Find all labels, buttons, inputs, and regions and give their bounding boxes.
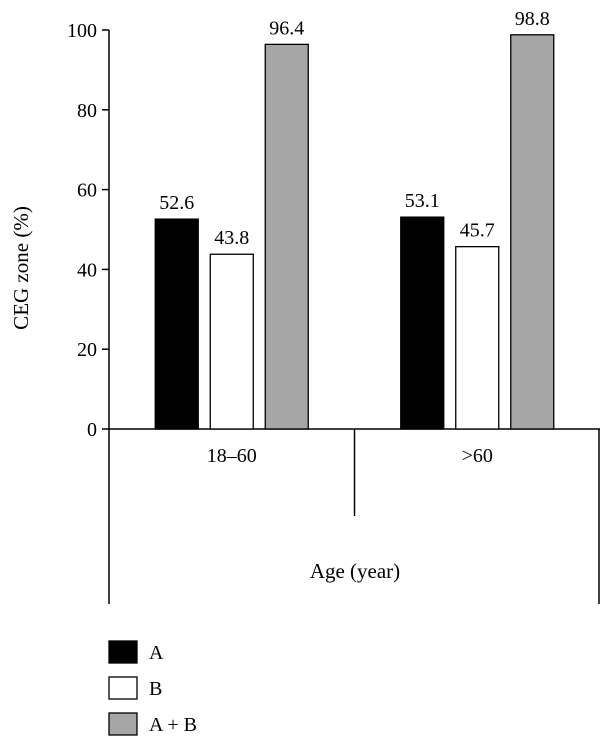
y-tick-label: 40 (77, 259, 97, 281)
y-tick-label: 60 (77, 180, 97, 202)
bar-value-label: 98.8 (515, 8, 550, 30)
bar (154, 218, 199, 430)
bar (209, 253, 254, 430)
bar (264, 43, 309, 430)
bar-value-label: 52.6 (159, 192, 194, 214)
y-tick-label: 100 (67, 20, 97, 42)
x-tick-label: >60 (462, 445, 493, 467)
bar-value-label: 53.1 (405, 190, 440, 212)
legend-label: B (149, 678, 162, 700)
y-tick-label: 20 (77, 339, 97, 361)
bar (400, 216, 445, 430)
bar-value-label: 45.7 (460, 220, 495, 242)
labels-group: 52.6 43.8 96.4 18–60 53.1 45.7 98.8 >60 (159, 8, 550, 467)
legend: AB A + B (108, 640, 197, 736)
bar-value-label: 96.4 (269, 17, 304, 39)
bar-value-label: 43.8 (214, 227, 249, 249)
legend-label: A + B (149, 714, 197, 736)
y-tick-label: 0 (87, 419, 97, 441)
legend-label: A (149, 642, 164, 664)
y-tick-label: 80 (77, 100, 97, 122)
legend-swatch (108, 712, 138, 736)
x-axis-title: Age (year) (310, 559, 400, 583)
y-axis-title: CEG zone (%) (9, 206, 33, 330)
bars-group (154, 34, 555, 430)
x-tick-label: 18–60 (207, 445, 257, 467)
bar (510, 34, 555, 430)
legend-swatch (108, 640, 138, 664)
legend-swatch (108, 676, 138, 700)
bar (455, 246, 500, 430)
